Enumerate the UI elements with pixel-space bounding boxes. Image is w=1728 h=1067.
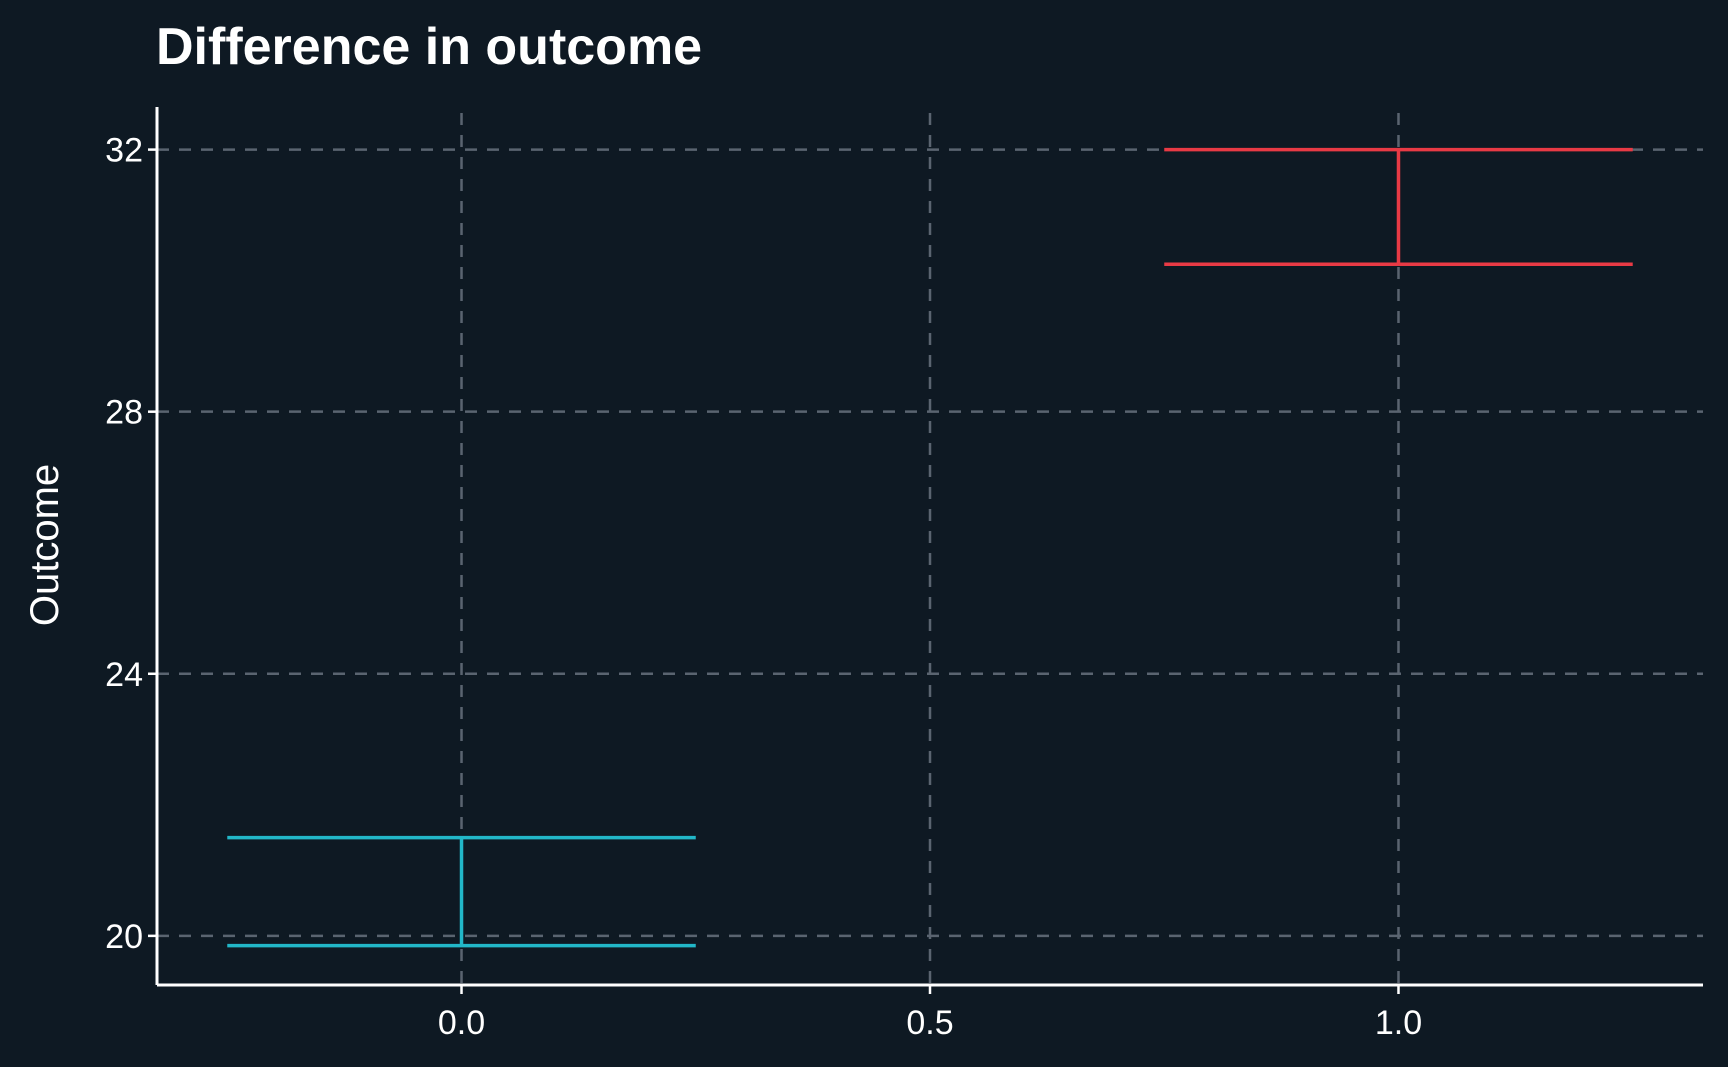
x-tick-label: 0.5 — [906, 1004, 953, 1042]
y-tick-label: 20 — [105, 918, 143, 956]
x-tick-label: 1.0 — [1375, 1004, 1422, 1042]
errorbar-0 — [227, 835, 696, 948]
chart-title: Difference in outcome — [156, 18, 702, 76]
y-tick-label: 32 — [105, 132, 143, 170]
axes — [155, 107, 1703, 987]
errorbar-1 — [1164, 147, 1633, 267]
x-tick-label: 0.0 — [438, 1004, 485, 1042]
x-axis-ticks: 0.0 0.5 1.0 — [438, 985, 1422, 1042]
y-axis-ticks: 20 24 28 32 — [105, 132, 157, 956]
grid — [157, 113, 1703, 985]
y-tick-label: 24 — [105, 656, 143, 694]
y-tick-label: 28 — [105, 394, 143, 432]
errorbars — [227, 147, 1633, 948]
y-axis-label: Outcome — [23, 464, 67, 626]
